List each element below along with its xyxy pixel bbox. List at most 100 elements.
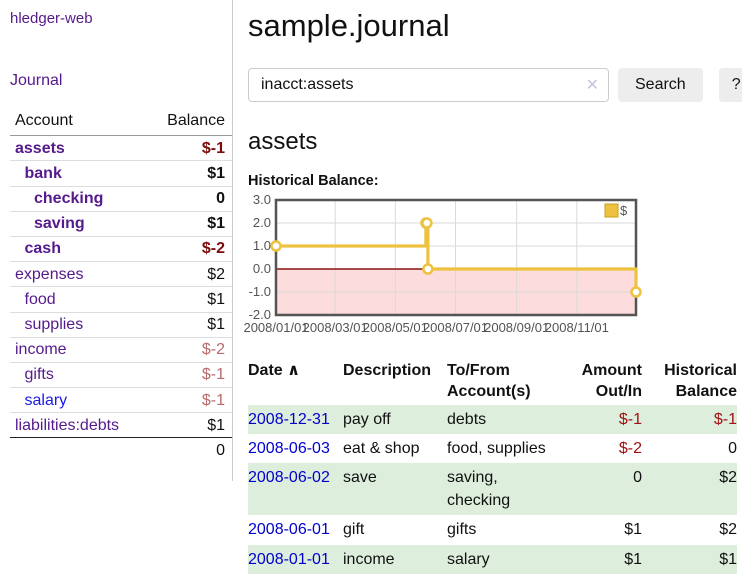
account-link-saving[interactable]: saving <box>34 215 85 233</box>
x-tick-label: 2008/11/01 <box>545 320 609 335</box>
account-balance: 0 <box>148 185 232 212</box>
account-link-salary[interactable]: salary <box>24 391 68 409</box>
y-tick-label: -1.0 <box>249 284 271 299</box>
account-link-checking[interactable]: checking <box>34 190 104 208</box>
transaction-date-link[interactable]: 2008-06-02 <box>248 468 330 486</box>
help-button[interactable]: ? <box>718 68 742 102</box>
account-row: bank $1 <box>10 160 232 187</box>
register-header-accounts: To/From Account(s) <box>447 362 531 400</box>
transaction-amount: 0 <box>633 468 642 486</box>
transaction-balance: $-1 <box>713 410 737 428</box>
transaction-accounts: salary <box>447 550 490 568</box>
sidebar: hledger-web Journal Account Balance asse… <box>0 0 233 481</box>
accounts-total-row: 0 <box>10 437 232 463</box>
clear-search-icon[interactable]: ✕ <box>585 77 599 94</box>
register-row: 2008-06-03 eat & shop food, supplies $-2 0 <box>248 434 737 463</box>
x-tick-label: 2008/09/01 <box>484 320 549 335</box>
register-table: Date ∧ Description To/From Account(s) Am… <box>248 359 737 574</box>
register-row: 2008-12-31 pay off debts $-1 $-1 <box>248 404 737 434</box>
x-tick-label: 2008/03/01 <box>303 320 368 335</box>
register-table-body: 2008-12-31 pay off debts $-1 $-1 2008-06-03 ea… <box>248 404 737 574</box>
transaction-description: gift <box>343 521 365 539</box>
search-input[interactable] <box>248 68 609 102</box>
register-header-date[interactable]: Date ∧ <box>248 362 301 379</box>
transaction-description: eat & shop <box>343 439 420 457</box>
x-tick-label: 2008/07/01 <box>423 320 488 335</box>
account-link-food[interactable]: food <box>24 290 56 308</box>
account-balance: $2 <box>148 261 232 287</box>
transaction-description: save <box>343 468 377 486</box>
transaction-date-link[interactable]: 2008-06-01 <box>248 521 330 539</box>
account-balance: $1 <box>148 160 232 187</box>
account-row: checking 0 <box>10 185 232 212</box>
transaction-date-link[interactable]: 2008-06-03 <box>248 439 330 457</box>
account-row: supplies $1 <box>10 311 232 338</box>
accounts-header-row: Account Balance <box>10 108 232 137</box>
plot-border <box>274 198 638 317</box>
account-balance: $-1 <box>148 387 232 413</box>
account-row: food $1 <box>10 286 232 312</box>
x-tick-label: 2008/01/01 <box>243 320 308 335</box>
data-point <box>422 263 434 275</box>
account-link-cash[interactable]: cash <box>24 240 61 258</box>
account-row: assets $-1 <box>10 135 232 161</box>
account-balance: $-2 <box>148 336 232 363</box>
accounts-header-balance: Balance <box>148 108 232 137</box>
legend-label: $ <box>620 203 628 218</box>
search-box: ✕ <box>248 68 609 102</box>
account-row: expenses $2 <box>10 261 232 287</box>
account-link-supplies[interactable]: supplies <box>24 316 84 333</box>
register-row: 2008-01-01 income salary $1 $1 <box>248 544 737 574</box>
transaction-description: income <box>343 550 395 568</box>
account-heading: assets <box>248 128 318 155</box>
account-row: income $-2 <box>10 336 232 363</box>
account-row: gifts $-1 <box>10 361 232 388</box>
y-tick-label: -2.0 <box>249 307 271 322</box>
transaction-amount: $1 <box>624 550 642 568</box>
transaction-balance: $1 <box>719 550 737 568</box>
account-row: cash $-2 <box>10 235 232 262</box>
register-row: 2008-06-01 gift gifts $1 $2 <box>248 515 737 544</box>
accounts-header-account: Account <box>10 108 149 137</box>
page-title: sample.journal <box>248 8 450 43</box>
legend-swatch <box>604 203 619 218</box>
account-balance: $-2 <box>148 235 232 262</box>
data-point <box>270 240 282 252</box>
account-link-assets[interactable]: assets <box>15 139 65 157</box>
main-content: sample.journal ✕ Search ? assets Histori… <box>233 0 742 574</box>
x-tick-label: 2008/05/01 <box>363 320 428 335</box>
transaction-amount: $-1 <box>618 410 642 428</box>
app-brand-link[interactable]: hledger-web <box>10 10 93 27</box>
register-row: 2008-06-02 save saving, checking 0 $2 <box>248 462 737 516</box>
transaction-balance: $2 <box>719 468 737 486</box>
accounts-table: Account Balance assets $-1 bank $1 checking 0… <box>10 108 232 463</box>
historical-balance-chart: $3.0 2.0 1.0 0.0 -1.0 -2.02008/01/012008/03/0… <box>243 192 642 335</box>
data-point <box>630 286 642 298</box>
transaction-amount: $-2 <box>618 439 642 457</box>
account-balance: $-1 <box>148 361 232 388</box>
transaction-date-link[interactable]: 2008-12-31 <box>248 410 330 428</box>
y-tick-label: 3.0 <box>253 192 271 207</box>
search-button[interactable]: Search <box>618 68 703 102</box>
transaction-date-link[interactable]: 2008-01-01 <box>248 550 330 568</box>
account-balance: $1 <box>148 210 232 237</box>
account-link-liabilities-debts[interactable]: liabilities:debts <box>15 416 120 434</box>
account-row: saving $1 <box>10 210 232 237</box>
account-link-expenses[interactable]: expenses <box>15 265 84 283</box>
account-link-bank[interactable]: bank <box>24 164 62 182</box>
transaction-balance: 0 <box>728 439 737 457</box>
data-point <box>421 217 433 229</box>
y-tick-label: 2.0 <box>253 215 271 230</box>
transaction-amount: $1 <box>624 521 642 539</box>
account-link-income[interactable]: income <box>15 341 67 359</box>
transaction-accounts: gifts <box>447 521 477 539</box>
accounts-table-body: assets $-1 bank $1 checking 0 saving $1 cash $-2 e… <box>10 135 232 438</box>
nav-journal-link[interactable]: Journal <box>10 72 63 89</box>
transaction-balance: $2 <box>719 521 737 539</box>
register-header-amount: Amount Out/In <box>581 362 642 400</box>
register-header-description: Description <box>343 362 432 379</box>
account-row: salary $-1 <box>10 387 232 413</box>
account-balance: $-1 <box>148 135 232 161</box>
y-tick-label: 0.0 <box>253 261 271 276</box>
account-link-gifts[interactable]: gifts <box>24 366 54 384</box>
